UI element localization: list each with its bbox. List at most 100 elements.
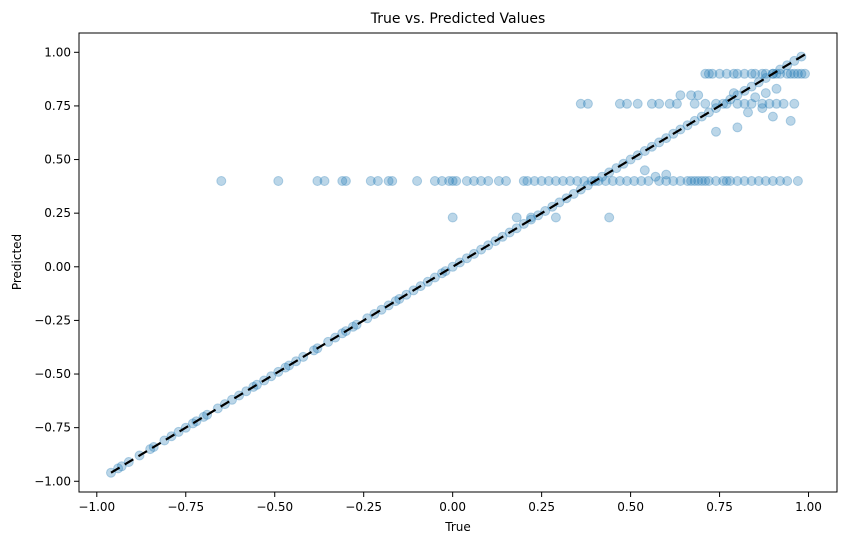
- data-point: [757, 68, 768, 79]
- y-tick-label: −0.25: [34, 313, 71, 327]
- y-tick-label: −1.00: [34, 474, 71, 488]
- x-tick-label: 0.50: [617, 500, 644, 514]
- data-point: [365, 176, 376, 186]
- data-point: [746, 176, 757, 186]
- data-point: [700, 98, 711, 109]
- data-point: [412, 176, 423, 186]
- data-point: [739, 68, 750, 79]
- reference-line: [110, 53, 806, 474]
- data-point: [579, 176, 590, 186]
- data-point: [661, 169, 672, 180]
- data-point: [792, 68, 803, 79]
- data-point: [604, 212, 615, 223]
- data-point: [732, 122, 743, 133]
- data-point: [718, 176, 729, 186]
- data-point: [340, 176, 351, 186]
- data-point: [796, 68, 807, 79]
- data-point: [767, 176, 778, 186]
- data-point: [558, 176, 568, 186]
- data-point: [775, 176, 786, 186]
- data-point: [543, 176, 554, 186]
- data-point: [757, 98, 768, 109]
- data-point: [437, 176, 447, 186]
- data-point: [614, 98, 625, 109]
- y-tick-label: 0.25: [44, 206, 71, 220]
- data-point: [337, 176, 348, 186]
- data-point: [757, 103, 768, 114]
- data-point: [760, 68, 771, 79]
- data-point: [721, 176, 732, 186]
- data-point: [607, 176, 618, 186]
- data-point: [778, 98, 789, 109]
- data-point: [675, 176, 686, 186]
- data-point: [550, 176, 561, 186]
- y-axis-title: Predicted: [10, 234, 24, 290]
- data-point: [775, 68, 786, 79]
- data-point: [703, 176, 714, 186]
- y-axis-ticks: −1.00 −0.75 −0.50 −0.25 0.00 0.25 0.50 0.75 1.00: [34, 45, 79, 488]
- data-point: [622, 176, 632, 186]
- data-point: [686, 176, 697, 186]
- data-point: [782, 176, 793, 186]
- data-point: [767, 111, 778, 122]
- data-point: [572, 176, 583, 186]
- x-tick-label: 0.75: [706, 500, 733, 514]
- data-point: [575, 98, 586, 109]
- data-point: [785, 115, 796, 126]
- data-point: [646, 98, 657, 109]
- x-tick-label: 0.25: [528, 500, 555, 514]
- data-point: [700, 176, 711, 186]
- data-point: [447, 176, 458, 186]
- data-point: [622, 98, 632, 109]
- data-point: [725, 176, 736, 186]
- data-point: [632, 98, 643, 109]
- data-point: [529, 176, 540, 186]
- data-point: [732, 68, 743, 79]
- data-point: [750, 92, 761, 103]
- data-point: [714, 68, 725, 79]
- data-point: [372, 176, 383, 186]
- data-point: [792, 176, 803, 186]
- data-point: [447, 212, 458, 223]
- data-point: [664, 98, 675, 109]
- data-point: [383, 176, 394, 186]
- data-point: [700, 68, 711, 79]
- x-tick-label: −0.25: [345, 500, 382, 514]
- data-point: [469, 176, 479, 186]
- data-point: [444, 176, 455, 186]
- data-point: [789, 68, 800, 79]
- data-point: [600, 176, 611, 186]
- data-point: [650, 171, 661, 182]
- data-point: [707, 68, 718, 79]
- data-point: [550, 212, 561, 223]
- data-point: [582, 98, 593, 109]
- chart-title: True vs. Predicted Values: [370, 11, 546, 27]
- data-point: [629, 176, 640, 186]
- data-point: [636, 176, 647, 186]
- data-point: [686, 90, 697, 101]
- data-point: [696, 176, 707, 186]
- x-axis-title: True: [444, 520, 471, 534]
- data-point: [721, 68, 732, 79]
- data-point: [429, 176, 440, 186]
- plot-area: [78, 32, 838, 493]
- data-point: [536, 176, 547, 186]
- data-point: [511, 212, 522, 223]
- data-point: [387, 176, 398, 186]
- data-point: [643, 176, 654, 186]
- data-point: [661, 176, 672, 186]
- data-point: [789, 98, 800, 109]
- data-point: [689, 176, 700, 186]
- data-point: [760, 176, 771, 186]
- x-tick-label: −0.50: [256, 500, 293, 514]
- data-point: [693, 176, 704, 186]
- data-point: [703, 68, 714, 79]
- data-point: [668, 176, 679, 186]
- data-point: [614, 176, 625, 186]
- data-point: [760, 88, 771, 99]
- data-point: [518, 176, 529, 186]
- x-tick-label: 0.00: [439, 500, 466, 514]
- data-point: [771, 83, 782, 94]
- data-point: [743, 107, 753, 118]
